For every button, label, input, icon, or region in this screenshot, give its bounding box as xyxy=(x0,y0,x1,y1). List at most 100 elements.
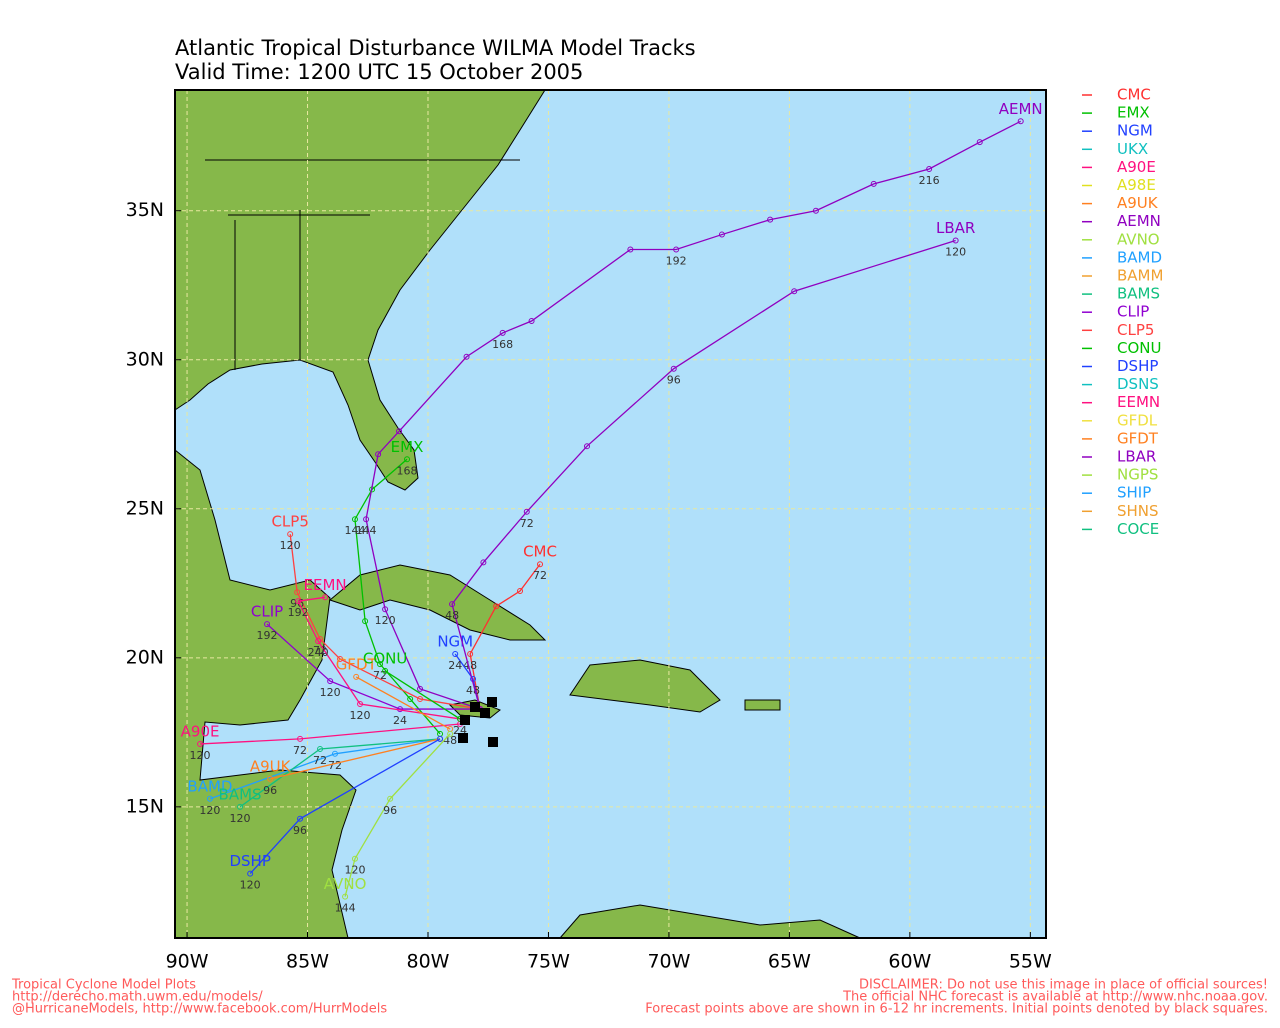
track-line xyxy=(384,670,461,720)
forecast-hour: 144 xyxy=(356,524,377,537)
legend-label: GFDT xyxy=(1117,429,1159,447)
land xyxy=(174,89,861,939)
legend-label: EMX xyxy=(1117,104,1150,122)
track-point xyxy=(528,318,535,325)
track-line xyxy=(270,738,441,780)
track-point xyxy=(767,216,774,223)
track-point xyxy=(315,638,322,645)
forecast-hour: 48 xyxy=(466,684,480,697)
track-name: CLIP xyxy=(251,603,283,621)
legend-label: DSHP xyxy=(1117,357,1158,375)
puerto-rico xyxy=(744,699,781,711)
track-name: EEMN xyxy=(304,576,347,594)
forecast-hour: 24 xyxy=(393,714,407,727)
legend-label: BAMM xyxy=(1117,267,1163,285)
state-borders xyxy=(205,159,520,370)
track-point xyxy=(584,443,591,450)
track-point xyxy=(449,601,456,608)
x-tick-label: 55W xyxy=(1009,951,1052,973)
cuba xyxy=(328,564,547,641)
track-name: BAMS xyxy=(219,785,262,803)
track-point xyxy=(407,695,414,702)
forecast-hour: 120 xyxy=(199,804,220,817)
track-point xyxy=(382,667,389,674)
track-point xyxy=(297,735,304,742)
forecast-hour: 192 xyxy=(257,629,278,642)
legend-label: UKX xyxy=(1117,140,1148,158)
legend-label: A9UK xyxy=(1117,194,1159,212)
track-name: A9UK xyxy=(250,757,292,775)
track-point xyxy=(342,893,349,900)
track-point xyxy=(382,606,389,613)
track-point xyxy=(670,365,677,372)
track-point xyxy=(417,695,424,702)
track-point xyxy=(353,673,360,680)
forecast-hour: 24 xyxy=(448,659,462,672)
forecast-hour: 240 xyxy=(308,646,329,659)
map-frame xyxy=(174,89,1047,939)
initial-point xyxy=(480,708,490,718)
x-tick-label: 80W xyxy=(407,951,450,973)
forecast-hour: 192 xyxy=(288,606,309,619)
forecast-hour: 72 xyxy=(328,759,342,772)
forecast-hour: 72 xyxy=(533,569,547,582)
legend-label: CLP5 xyxy=(1117,321,1154,339)
legend-label: SHNS xyxy=(1117,502,1159,520)
track-name: CONU xyxy=(363,649,407,667)
legend-label: A98E xyxy=(1117,176,1156,194)
axes: 90W 85W 80W 75W 70W 65W 60W 55W 15N 20N 25N 30N 35N xyxy=(126,199,1052,972)
y-tick-label: 35N xyxy=(126,199,164,221)
x-tick-label: 70W xyxy=(647,951,690,973)
track-name: AVNO xyxy=(324,875,367,893)
track-point xyxy=(294,589,301,596)
forecast-hour: 120 xyxy=(344,864,365,877)
forecast-hour: 168 xyxy=(397,464,418,477)
forecast-hour: 120 xyxy=(320,686,341,699)
track-point xyxy=(499,329,506,336)
footer-right: DISCLAIMER: Do not use this image in pla… xyxy=(859,978,1268,993)
initial-point xyxy=(458,733,468,743)
track-name: DSHP xyxy=(229,852,270,870)
track-point xyxy=(467,650,474,657)
track-point xyxy=(351,855,358,862)
mexico-central-america xyxy=(174,448,357,939)
track-name: BAMD xyxy=(187,777,232,795)
y-tick-label: 30N xyxy=(126,348,164,370)
track-point xyxy=(287,531,294,538)
track-line xyxy=(249,738,441,875)
track-point xyxy=(377,661,384,668)
track-point xyxy=(247,870,254,877)
grid xyxy=(175,90,1046,938)
forecast-hour: 72 xyxy=(313,644,327,657)
legend-label: CLIP xyxy=(1117,303,1149,321)
track-point xyxy=(517,588,524,595)
legend-label: AEMN xyxy=(1117,212,1161,230)
forecast-hour: 72 xyxy=(520,517,534,530)
track-line xyxy=(200,723,461,745)
track-name: LBAR xyxy=(936,219,975,237)
x-tick-label: 60W xyxy=(888,951,931,973)
track-point xyxy=(357,701,364,708)
track-point xyxy=(387,795,394,802)
forecast-hour: 48 xyxy=(445,609,459,622)
track-name: AEMN xyxy=(999,100,1043,118)
legend-label: COCE xyxy=(1117,520,1159,538)
initial-point xyxy=(460,715,470,725)
track-point xyxy=(812,207,819,214)
x-tick-label: 85W xyxy=(286,951,329,973)
y-tick-label: 15N xyxy=(126,795,164,817)
track-point xyxy=(327,678,334,685)
forecast-hour: 192 xyxy=(666,254,687,267)
track-point xyxy=(197,740,204,747)
track-point xyxy=(452,650,459,657)
track-point xyxy=(362,618,369,625)
forecast-hour: 120 xyxy=(190,749,211,762)
track-line xyxy=(469,563,541,710)
forecast-hour: 48 xyxy=(463,659,477,672)
x-tick-label: 75W xyxy=(527,951,570,973)
initial-point xyxy=(488,737,498,747)
south-america xyxy=(558,904,861,939)
forecast-hour: 144 xyxy=(335,902,356,915)
footer-right: The official NHC forecast is available a… xyxy=(842,990,1268,1005)
